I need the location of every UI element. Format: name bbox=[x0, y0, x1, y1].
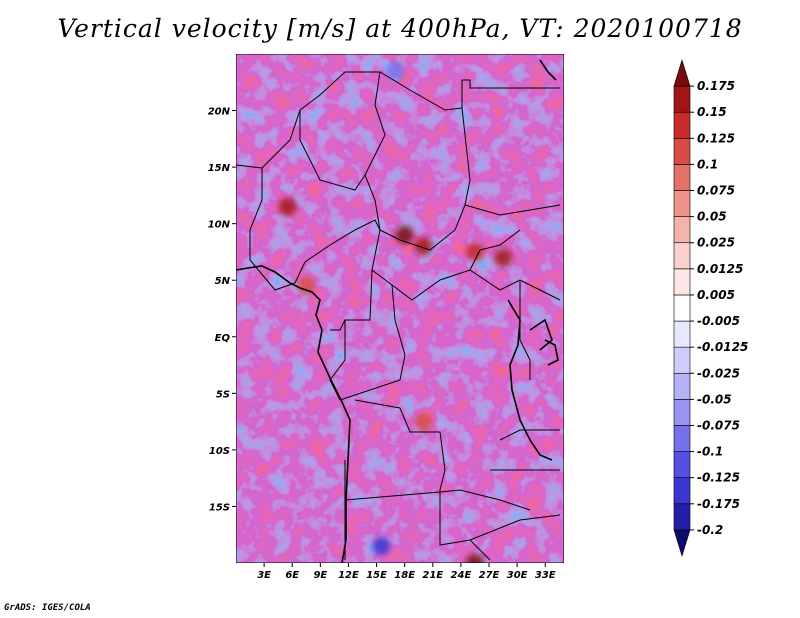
colorbar-label: 0.1 bbox=[697, 157, 718, 171]
x-tick-label: 18E bbox=[394, 570, 415, 581]
colorbar-label: 0.175 bbox=[697, 79, 735, 93]
colorbar-label: 0.15 bbox=[697, 105, 727, 119]
velocity-hotspot bbox=[465, 242, 484, 261]
grads-credit: GrADS: IGES/COLA bbox=[4, 603, 91, 613]
colorbar-label: -0.2 bbox=[697, 523, 723, 537]
x-tick-label: 9E bbox=[313, 570, 327, 581]
country-borders bbox=[236, 71, 561, 561]
x-tick-label: 30E bbox=[507, 570, 528, 581]
colorbar-label: -0.175 bbox=[697, 497, 740, 511]
y-tick-label: 5N bbox=[215, 276, 231, 287]
colorbar-segment bbox=[673, 346, 691, 374]
hotspot-layer bbox=[278, 61, 513, 563]
colorbar-segment bbox=[673, 190, 691, 217]
colorbar-segment bbox=[673, 477, 691, 505]
colorbar-label: 0.005 bbox=[697, 288, 735, 302]
map-panel bbox=[236, 54, 564, 563]
velocity-hotspot bbox=[465, 554, 484, 563]
colorbar-segment bbox=[673, 503, 691, 531]
colorbar: -0.2 -0.175 -0.125 -0.1 -0.075 -0.05 -0.025 -0.… bbox=[673, 58, 748, 558]
x-tick-label: 15E bbox=[366, 570, 387, 581]
colorbar-segment bbox=[673, 85, 691, 113]
colorbar-label: -0.005 bbox=[697, 314, 740, 328]
velocity-hotspot bbox=[494, 248, 513, 267]
y-tick-label: 5S bbox=[216, 389, 230, 400]
colorbar-segment bbox=[673, 216, 691, 244]
coastlines bbox=[236, 59, 559, 563]
colorbar-label: -0.075 bbox=[697, 418, 740, 432]
colorbar-label: 0.075 bbox=[697, 184, 735, 198]
colorbar-label: -0.0125 bbox=[697, 340, 748, 354]
colorbar-label: 0.0125 bbox=[697, 262, 743, 276]
colorbar-label: -0.125 bbox=[697, 471, 740, 485]
colorbar-segment bbox=[673, 58, 691, 87]
colorbar-segment bbox=[673, 399, 691, 426]
velocity-hotspot bbox=[395, 225, 414, 244]
colorbar-segment bbox=[673, 111, 691, 139]
colorbar-segment bbox=[673, 268, 691, 296]
colorbar-label: 0.025 bbox=[697, 236, 735, 250]
colorbar-segment bbox=[673, 294, 691, 322]
y-tick-label: 10N bbox=[208, 220, 231, 231]
colorbar-label: -0.025 bbox=[697, 366, 740, 380]
colorbar-label: 0.05 bbox=[697, 210, 727, 224]
x-tick-label: 33E bbox=[535, 570, 556, 581]
y-tick-label: EQ bbox=[215, 333, 231, 344]
colorbar-segment bbox=[673, 164, 691, 191]
colorbar-segment bbox=[673, 372, 691, 400]
axes: 3E 6E 9E 12E 15E 18E 21E 24E 27E 30E 33E 20N 15N 10N 5… bbox=[208, 107, 556, 581]
velocity-hotspot bbox=[297, 276, 316, 295]
x-tick-label: 24E bbox=[451, 570, 472, 581]
y-tick-label: 15S bbox=[209, 502, 230, 513]
y-tick-label: 15N bbox=[208, 163, 231, 174]
colorbar-label: 0.125 bbox=[697, 131, 735, 145]
x-tick-label: 27E bbox=[479, 570, 500, 581]
chart-title: Vertical velocity [m/s] at 400hPa, VT: 2… bbox=[57, 14, 743, 43]
velocity-hotspot bbox=[372, 537, 391, 556]
colorbar-label: -0.1 bbox=[697, 445, 723, 459]
colorbar-segment bbox=[673, 425, 691, 452]
colorbar-segment bbox=[673, 529, 691, 558]
velocity-hotspot bbox=[386, 61, 405, 80]
colorbar-label: -0.05 bbox=[697, 392, 732, 406]
colorbar-segment bbox=[673, 138, 691, 165]
colorbar-segment bbox=[673, 320, 691, 348]
colorbar-segment bbox=[673, 451, 691, 478]
velocity-hotspot bbox=[278, 197, 297, 216]
x-tick-label: 12E bbox=[338, 570, 359, 581]
x-tick-label: 21E bbox=[422, 570, 443, 581]
velocity-hotspot bbox=[414, 412, 433, 431]
velocity-hotspot bbox=[414, 237, 433, 256]
y-tick-label: 20N bbox=[208, 107, 231, 118]
y-tick-label: 10S bbox=[209, 446, 230, 457]
colorbar-segment bbox=[673, 242, 691, 270]
x-tick-label: 3E bbox=[257, 570, 271, 581]
velocity-field-texture bbox=[236, 54, 564, 563]
x-tick-label: 6E bbox=[285, 570, 299, 581]
